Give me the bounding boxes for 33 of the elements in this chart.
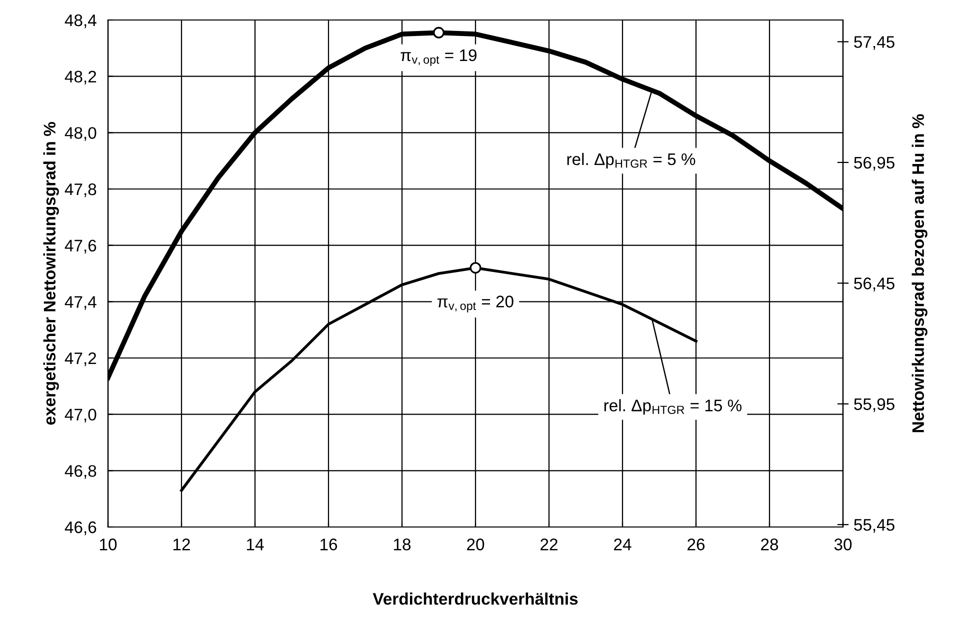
y-tick-label: 48,0 <box>64 127 96 141</box>
x-tick-label: 18 <box>394 538 411 550</box>
x-tick-label: 30 <box>834 538 852 550</box>
x-tick-label: 10 <box>100 538 117 550</box>
y-tick-label: 48,4 <box>64 14 96 28</box>
x-tick-label: 22 <box>540 538 558 550</box>
y-tick-label: 47,0 <box>64 408 96 423</box>
y2-axis-title: Nettowirkungsgrad bezogen auf Hu in % <box>912 114 928 432</box>
y2-tick-label: 57,45 <box>854 36 894 50</box>
annotation: π$_{v,opt}$ = 20 <box>437 296 514 312</box>
y-axis-title: exergetischer Nettowirkungsgrad in % <box>43 122 59 425</box>
y-tick-label: 47,4 <box>64 296 96 310</box>
annotation: rel. Δp$_{HTGR}$ = 15 % <box>604 399 742 415</box>
y-tick-label: 46,8 <box>64 465 96 479</box>
x-tick-label: 14 <box>247 538 264 550</box>
y2-tick-label: 55,45 <box>854 519 894 533</box>
x-axis-title: Verdichterdruckverhältnis <box>372 592 578 605</box>
x-tick-label: 28 <box>761 538 778 550</box>
y-tick-label: 46,6 <box>64 521 96 536</box>
y2-tick-label: 56,95 <box>854 156 894 171</box>
x-tick-label: 20 <box>467 538 484 550</box>
y-tick-label: 48,2 <box>64 70 96 85</box>
y-tick-label: 47,6 <box>64 240 96 254</box>
x-tick-label: 16 <box>320 538 338 550</box>
x-tick-label: 24 <box>614 538 632 550</box>
y2-tick-label: 56,45 <box>854 278 894 292</box>
y-tick-label: 47,8 <box>64 183 96 198</box>
annotation: π$_{v,opt}$ = 19 <box>400 49 476 66</box>
y2-tick-label: 55,95 <box>854 398 894 412</box>
y-tick-label: 47,2 <box>64 352 96 366</box>
x-tick-label: 26 <box>688 538 705 550</box>
x-tick-label: 12 <box>174 538 190 550</box>
annotation: rel. Δp$_{HTGR}$ = 5 % <box>567 152 696 168</box>
